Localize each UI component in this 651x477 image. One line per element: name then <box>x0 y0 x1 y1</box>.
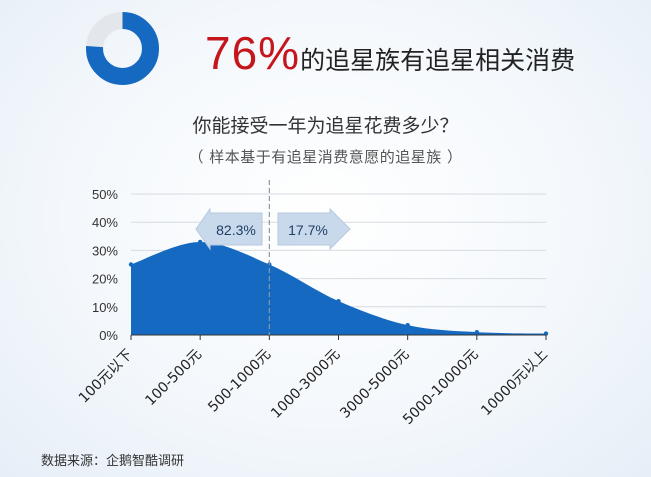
data-point <box>405 322 410 328</box>
x-tick-label: 1000-3000元 <box>268 347 343 422</box>
area-series <box>131 241 546 335</box>
data-point <box>474 329 480 335</box>
headline-percent: 76% <box>205 27 301 79</box>
right-arrow-shape <box>277 207 351 251</box>
y-tick-label: 0% <box>99 328 118 343</box>
x-tick-label: 10000元以上 <box>478 347 551 420</box>
headline: 76%的追星族有追星相关消费 <box>205 26 575 80</box>
y-tick-label: 40% <box>92 215 118 230</box>
data-point <box>128 262 134 267</box>
y-tick-label: 30% <box>92 243 118 258</box>
y-tick-label: 50% <box>92 187 118 202</box>
source-note: 数据来源：企鹅智酷调研 <box>41 454 185 469</box>
x-tick-label: 3000-5000元 <box>337 347 412 422</box>
x-tick-label: 500-1000元 <box>205 347 274 416</box>
header: 76%的追星族有追星相关消费 <box>0 0 651 105</box>
right-annotation-label: 17.7% <box>288 222 328 238</box>
left-arrow-shape <box>195 207 263 251</box>
donut-chart <box>86 12 159 85</box>
x-tick-label: 100-500元 <box>142 347 205 410</box>
headline-text: 的追星族有追星相关消费 <box>300 46 576 75</box>
data-point <box>336 298 341 304</box>
data-point <box>197 239 203 245</box>
x-tick-label: 5000-10000元 <box>400 347 481 428</box>
donut-arc <box>86 12 159 85</box>
y-tick-label: 10% <box>92 300 118 315</box>
chart-title: 你能接受一年为追星花费多少？ <box>192 115 459 137</box>
y-tick-label: 20% <box>92 272 118 287</box>
chart-subtitle: （ 样本基于有追星消费意愿的追星族 ） <box>188 148 463 166</box>
x-tick-label: 100元以下 <box>76 347 136 407</box>
left-annotation-label: 82.3% <box>216 222 256 238</box>
